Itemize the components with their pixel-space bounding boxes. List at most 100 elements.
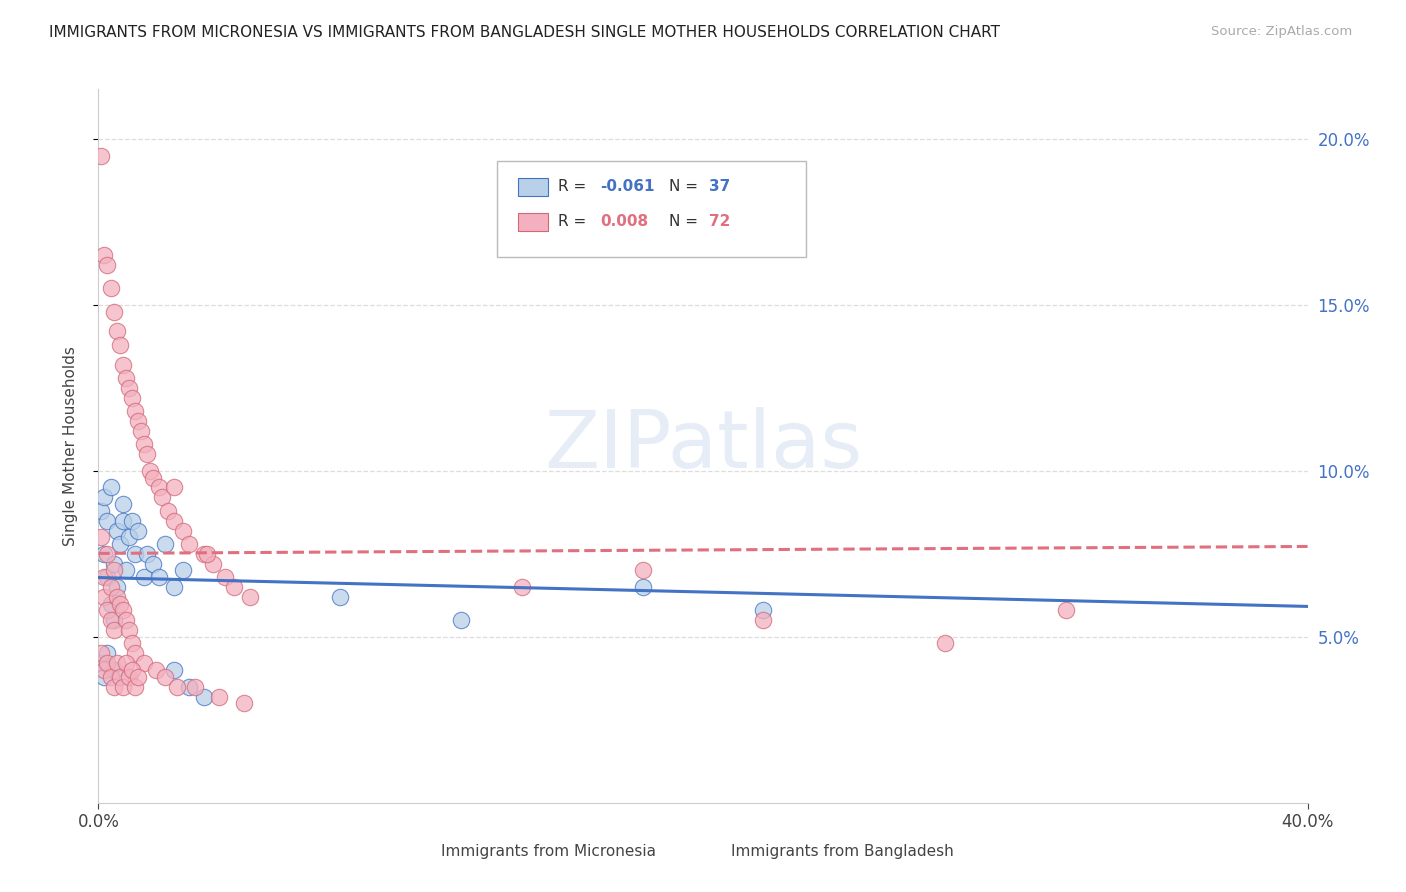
Point (510, 580, 533, 594)
Point (450, 613, 472, 627)
Text: IMMIGRANTS FROM MICRONESIA VS IMMIGRANTS FROM BANGLADESH SINGLE MOTHER HOUSEHOLD: IMMIGRANTS FROM MICRONESIA VS IMMIGRANTS… (49, 25, 1000, 40)
Point (752, 603, 775, 617)
Point (96, 647, 118, 661)
Point (179, 680, 201, 694)
Text: N =: N = (669, 214, 703, 229)
Point (135, 547, 157, 561)
Point (100, 580, 122, 594)
FancyBboxPatch shape (498, 161, 806, 257)
Point (934, 636, 956, 650)
Point (96, 657, 118, 671)
Point (111, 358, 134, 372)
Text: 0.008: 0.008 (600, 214, 648, 229)
Point (631, 564, 654, 578)
Point (193, 690, 215, 704)
Text: ZIPatlas: ZIPatlas (544, 407, 862, 485)
Point (93, 547, 115, 561)
Point (139, 464, 162, 478)
Point (193, 547, 215, 561)
Point (132, 657, 155, 671)
Point (103, 680, 125, 694)
Point (108, 537, 131, 551)
Point (111, 514, 134, 528)
Point (631, 580, 654, 594)
Point (105, 657, 128, 671)
Point (111, 680, 134, 694)
Point (93, 590, 115, 604)
Point (114, 613, 136, 627)
FancyBboxPatch shape (517, 213, 548, 231)
Point (142, 557, 165, 571)
Point (96, 547, 118, 561)
Point (103, 557, 125, 571)
Point (752, 613, 775, 627)
Text: Immigrants from Bangladesh: Immigrants from Bangladesh (731, 844, 953, 859)
Point (105, 580, 128, 594)
Text: Source: ZipAtlas.com: Source: ZipAtlas.com (1212, 25, 1353, 38)
Text: Immigrants from Micronesia: Immigrants from Micronesia (440, 844, 655, 859)
Point (108, 670, 131, 684)
Point (163, 481, 186, 495)
Point (93, 491, 115, 505)
Point (121, 514, 143, 528)
Point (195, 547, 218, 561)
Text: -0.061: -0.061 (600, 178, 655, 194)
Point (111, 603, 134, 617)
Point (90, 504, 112, 518)
Point (145, 663, 167, 677)
Point (100, 597, 122, 611)
Point (100, 613, 122, 627)
Point (100, 481, 122, 495)
Point (100, 281, 122, 295)
Point (142, 470, 165, 484)
Y-axis label: Single Mother Households: Single Mother Households (63, 346, 77, 546)
Point (156, 504, 179, 518)
Point (118, 381, 141, 395)
Point (124, 547, 146, 561)
Point (127, 524, 149, 538)
Point (93, 670, 115, 684)
Point (103, 564, 125, 578)
Point (103, 304, 125, 318)
Point (103, 624, 125, 638)
Point (90, 530, 112, 544)
Point (179, 537, 201, 551)
Point (232, 696, 254, 710)
Point (111, 497, 134, 511)
Point (153, 670, 176, 684)
Point (105, 524, 128, 538)
Point (172, 524, 194, 538)
Point (202, 557, 225, 571)
FancyBboxPatch shape (406, 844, 433, 860)
Point (1054, 603, 1077, 617)
Point (93, 248, 115, 262)
Point (118, 530, 141, 544)
FancyBboxPatch shape (697, 844, 724, 860)
Point (108, 338, 131, 352)
Point (329, 590, 352, 604)
Point (127, 414, 149, 428)
Point (96, 603, 118, 617)
Point (124, 404, 146, 418)
Point (121, 636, 143, 650)
Point (105, 325, 128, 339)
Point (150, 491, 173, 505)
Point (121, 663, 143, 677)
Point (100, 670, 122, 684)
Point (148, 481, 170, 495)
Point (93, 663, 115, 677)
Point (103, 613, 125, 627)
Point (129, 424, 152, 438)
Point (105, 590, 128, 604)
Point (184, 680, 207, 694)
Point (114, 564, 136, 578)
Text: 37: 37 (709, 178, 730, 194)
Point (224, 580, 246, 594)
Point (96, 514, 118, 528)
Point (90, 647, 112, 661)
Point (214, 570, 236, 584)
Point (166, 680, 188, 694)
Point (108, 597, 131, 611)
Text: 72: 72 (709, 214, 731, 229)
Point (208, 690, 231, 704)
